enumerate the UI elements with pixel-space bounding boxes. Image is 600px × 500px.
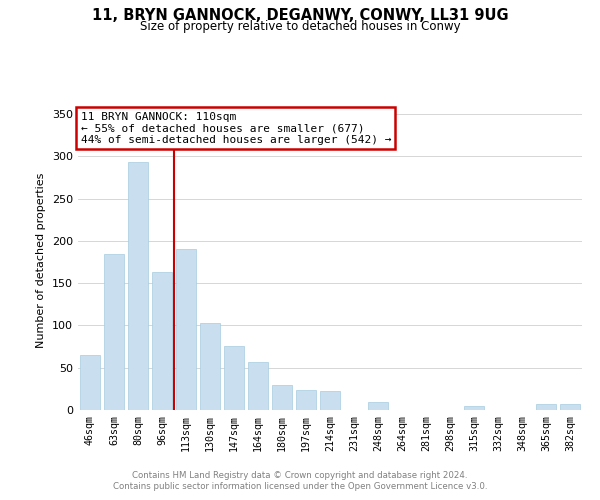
Text: 11, BRYN GANNOCK, DEGANWY, CONWY, LL31 9UG: 11, BRYN GANNOCK, DEGANWY, CONWY, LL31 9…: [92, 8, 508, 22]
Bar: [464, 406, 484, 410]
Bar: [560, 404, 580, 410]
Bar: [368, 402, 388, 410]
Y-axis label: Number of detached properties: Number of detached properties: [37, 172, 46, 348]
Bar: [80, 355, 100, 410]
Bar: [128, 162, 148, 410]
Bar: [152, 272, 172, 410]
Bar: [200, 323, 220, 410]
Bar: [104, 254, 124, 410]
Bar: [536, 404, 556, 410]
Bar: [224, 346, 244, 410]
Text: 11 BRYN GANNOCK: 110sqm
← 55% of detached houses are smaller (677)
44% of semi-d: 11 BRYN GANNOCK: 110sqm ← 55% of detache…: [80, 112, 391, 144]
Text: Contains public sector information licensed under the Open Government Licence v3: Contains public sector information licen…: [113, 482, 487, 491]
Bar: [320, 390, 340, 410]
Bar: [248, 362, 268, 410]
Bar: [296, 390, 316, 410]
Text: Contains HM Land Registry data © Crown copyright and database right 2024.: Contains HM Land Registry data © Crown c…: [132, 471, 468, 480]
Bar: [176, 250, 196, 410]
Bar: [272, 384, 292, 410]
Text: Size of property relative to detached houses in Conwy: Size of property relative to detached ho…: [140, 20, 460, 33]
